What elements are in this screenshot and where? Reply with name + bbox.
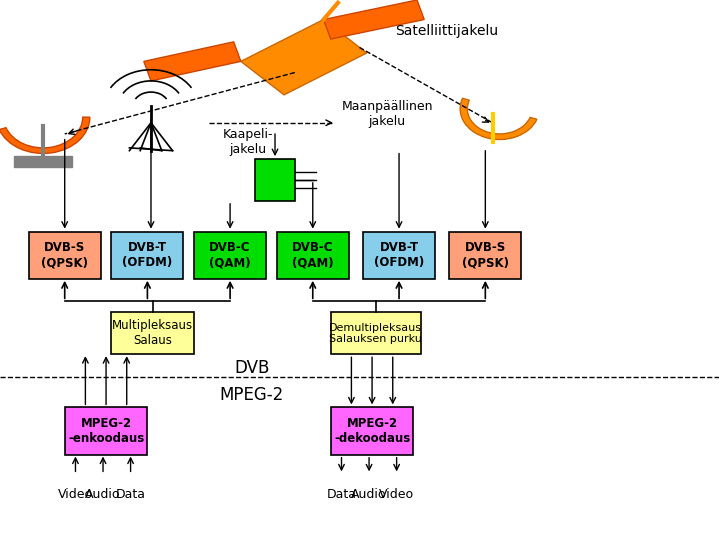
FancyBboxPatch shape [111, 232, 183, 279]
Text: Demultipleksaus
Salauksen purku: Demultipleksaus Salauksen purku [329, 323, 422, 344]
Text: Data: Data [326, 488, 357, 501]
Text: DVB: DVB [234, 359, 270, 377]
FancyBboxPatch shape [194, 232, 266, 279]
FancyBboxPatch shape [363, 232, 435, 279]
FancyBboxPatch shape [255, 159, 295, 201]
Text: DVB-T
(OFDM): DVB-T (OFDM) [374, 241, 424, 270]
Text: MPEG-2
-dekoodaus: MPEG-2 -dekoodaus [334, 417, 411, 445]
Text: DVB-C
(QAM): DVB-C (QAM) [209, 241, 251, 270]
FancyBboxPatch shape [331, 407, 413, 455]
Text: Video: Video [379, 488, 414, 501]
Polygon shape [144, 42, 241, 81]
FancyBboxPatch shape [331, 312, 421, 354]
Text: MPEG-2: MPEG-2 [219, 386, 284, 403]
Wedge shape [460, 98, 537, 140]
Text: DVB-T
(OFDM): DVB-T (OFDM) [122, 241, 173, 270]
FancyBboxPatch shape [14, 156, 72, 167]
Polygon shape [241, 20, 367, 95]
Text: Satelliittijakelu: Satelliittijakelu [395, 23, 498, 38]
FancyBboxPatch shape [65, 407, 147, 455]
Text: Audio: Audio [352, 488, 387, 501]
Text: MPEG-2
-enkoodaus: MPEG-2 -enkoodaus [68, 417, 145, 445]
Text: Maanpäällinen
jakelu: Maanpäällinen jakelu [342, 100, 433, 128]
Polygon shape [324, 0, 424, 39]
Text: Multipleksaus
Salaus: Multipleksaus Salaus [112, 319, 193, 348]
Text: Data: Data [116, 488, 145, 501]
Text: DVB-C
(QAM): DVB-C (QAM) [292, 241, 334, 270]
Text: Kaapeli-
jakelu: Kaapeli- jakelu [223, 128, 273, 156]
FancyBboxPatch shape [277, 232, 349, 279]
FancyBboxPatch shape [449, 232, 521, 279]
FancyBboxPatch shape [29, 232, 101, 279]
FancyBboxPatch shape [111, 312, 194, 354]
Text: Video: Video [58, 488, 93, 501]
Text: DVB-S
(QPSK): DVB-S (QPSK) [462, 241, 509, 270]
Text: DVB-S
(QPSK): DVB-S (QPSK) [41, 241, 88, 270]
Text: Audio: Audio [86, 488, 121, 501]
Wedge shape [0, 117, 90, 153]
